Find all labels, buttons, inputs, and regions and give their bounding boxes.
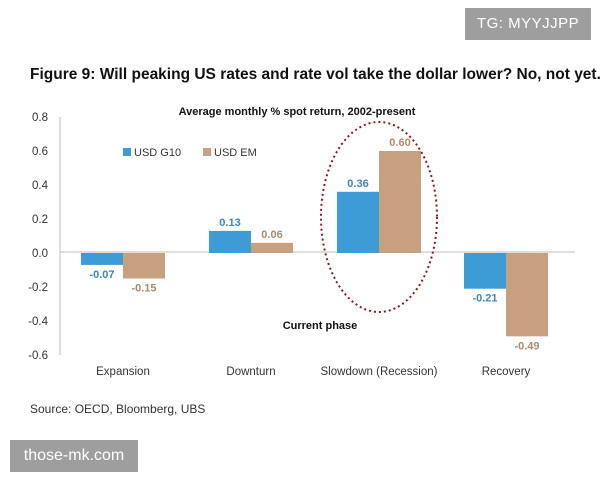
x-category-label: Downturn xyxy=(226,366,275,378)
watermark-bottom-left: those-mk.com xyxy=(10,440,138,472)
legend-swatch-usd-g10 xyxy=(123,148,131,156)
bar-usd-g10 xyxy=(209,230,251,253)
data-label-usd-em: 0.06 xyxy=(261,229,282,241)
legend-label-usd-g10: USD G10 xyxy=(134,147,181,159)
bars xyxy=(81,151,548,337)
bar-usd-g10 xyxy=(337,191,379,253)
watermark-top-right: TG: MYYJJPP xyxy=(465,8,591,40)
data-labels: -0.07 -0.15 0.13 0.06 0.36 0.60 -0.21 -0.49 xyxy=(89,137,539,352)
annotation-current-phase: Current phase xyxy=(283,320,358,332)
y-tick-label: 0.6 xyxy=(32,146,48,158)
x-category-label: Slowdown (Recession) xyxy=(321,366,438,378)
legend-swatch-usd-em xyxy=(203,148,211,156)
bar-usd-g10 xyxy=(464,253,506,289)
category-labels: Expansion Downturn Slowdown (Recession) Rec… xyxy=(96,366,530,378)
x-category-label: Expansion xyxy=(96,366,150,378)
bar-usd-g10 xyxy=(81,253,123,265)
data-label-usd-g10: 0.36 xyxy=(347,178,368,190)
legend-label-usd-em: USD EM xyxy=(214,147,257,159)
data-label-usd-g10: -0.07 xyxy=(89,269,114,281)
y-tick-label: -0.6 xyxy=(28,350,48,362)
data-label-usd-g10: 0.13 xyxy=(219,217,240,229)
data-label-usd-em: -0.49 xyxy=(514,340,539,352)
chart-subtitle: Average monthly % spot return, 2002-pres… xyxy=(179,106,416,118)
y-tick-label: -0.2 xyxy=(28,282,48,294)
bar-usd-em xyxy=(123,253,165,279)
x-category-label: Recovery xyxy=(482,366,531,378)
figure-title: Figure 9: Will peaking US rates and rate… xyxy=(30,66,600,83)
data-label-usd-em: 0.60 xyxy=(389,137,410,149)
y-tick-label: -0.4 xyxy=(28,316,48,328)
y-tick-label: 0.4 xyxy=(32,180,49,192)
legend: USD G10 USD EM xyxy=(123,147,257,159)
data-label-usd-g10: -0.21 xyxy=(472,293,497,305)
bar-chart: 0.8 0.6 0.4 0.2 0.0 -0.2 -0.4 -0.6 -0.07 -0.15 0.… xyxy=(28,106,575,378)
bar-usd-em xyxy=(379,151,421,253)
data-label-usd-em: -0.15 xyxy=(131,283,156,295)
current-phase-ellipse xyxy=(320,121,438,313)
bar-usd-em xyxy=(251,242,293,253)
y-tick-label: 0.2 xyxy=(32,214,48,226)
y-tick-label: 0.0 xyxy=(32,248,48,260)
bar-usd-em xyxy=(506,253,548,337)
y-axis-ticks: 0.8 0.6 0.4 0.2 0.0 -0.2 -0.4 -0.6 xyxy=(28,112,48,362)
source-note: Source: OECD, Bloomberg, UBS xyxy=(30,402,206,416)
y-tick-label: 0.8 xyxy=(32,112,48,124)
